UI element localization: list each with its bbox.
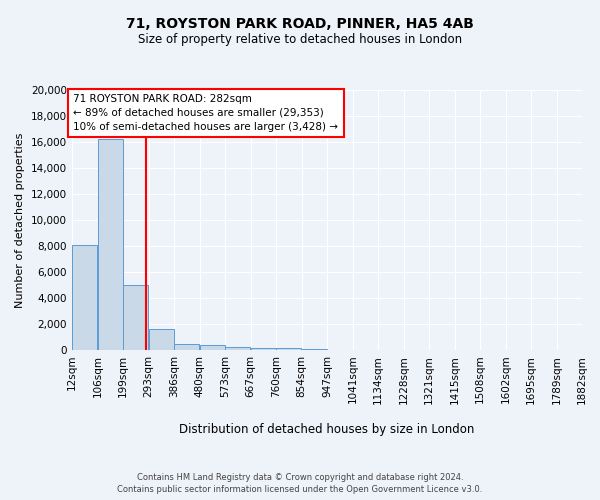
Bar: [251, 348, 276, 350]
Bar: [200, 346, 225, 350]
Y-axis label: Number of detached properties: Number of detached properties: [16, 132, 25, 308]
Bar: [72, 246, 97, 350]
Bar: [225, 348, 250, 350]
Bar: [276, 348, 301, 350]
Bar: [302, 349, 327, 350]
Text: Distribution of detached houses by size in London: Distribution of detached houses by size …: [179, 422, 475, 436]
Bar: [174, 344, 199, 350]
Text: 71, ROYSTON PARK ROAD, PINNER, HA5 4AB: 71, ROYSTON PARK ROAD, PINNER, HA5 4AB: [126, 18, 474, 32]
Bar: [123, 285, 148, 350]
Text: Contains public sector information licensed under the Open Government Licence v3: Contains public sector information licen…: [118, 485, 482, 494]
Text: 71 ROYSTON PARK ROAD: 282sqm
← 89% of detached houses are smaller (29,353)
10% o: 71 ROYSTON PARK ROAD: 282sqm ← 89% of de…: [73, 94, 338, 132]
Text: Contains HM Land Registry data © Crown copyright and database right 2024.: Contains HM Land Registry data © Crown c…: [137, 472, 463, 482]
Bar: [98, 140, 123, 350]
Bar: [149, 329, 174, 350]
Text: Size of property relative to detached houses in London: Size of property relative to detached ho…: [138, 32, 462, 46]
